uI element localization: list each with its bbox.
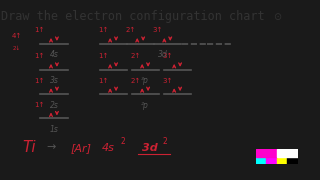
- Text: 2: 2: [163, 137, 167, 146]
- Text: 2: 2: [121, 137, 125, 146]
- Text: →: →: [47, 143, 56, 153]
- Text: 1↑: 1↑: [98, 27, 108, 33]
- Text: ³p: ³p: [141, 76, 149, 85]
- Text: 1↑: 1↑: [34, 102, 44, 108]
- Text: 4s: 4s: [50, 50, 58, 59]
- Text: Ti: Ti: [22, 140, 36, 155]
- Bar: [256, 157, 266, 164]
- Text: 3↑: 3↑: [162, 53, 172, 59]
- Bar: [277, 149, 298, 157]
- Text: 2s: 2s: [50, 101, 58, 110]
- Text: 3d: 3d: [142, 143, 158, 153]
- Text: 1↑: 1↑: [34, 78, 44, 84]
- Text: 1↑: 1↑: [34, 53, 44, 59]
- Text: [Ar]: [Ar]: [70, 143, 92, 153]
- Text: ²p: ²p: [141, 101, 149, 110]
- Text: 4↑: 4↑: [12, 33, 22, 39]
- Text: 3↑: 3↑: [162, 78, 172, 84]
- Text: 2↓: 2↓: [13, 46, 21, 51]
- Text: 4s: 4s: [102, 143, 115, 153]
- Text: 1↑: 1↑: [98, 53, 108, 59]
- Text: 1↑: 1↑: [34, 27, 44, 33]
- Bar: [287, 157, 298, 164]
- Text: 2↑: 2↑: [130, 53, 140, 59]
- Text: 2↑: 2↑: [125, 27, 135, 33]
- Text: 2↑: 2↑: [130, 78, 140, 84]
- Bar: [256, 149, 277, 157]
- Bar: [277, 157, 287, 164]
- Text: 1↑: 1↑: [98, 78, 108, 84]
- Text: 3d: 3d: [157, 50, 167, 59]
- Text: 1s: 1s: [50, 125, 58, 134]
- Bar: [266, 157, 277, 164]
- Text: 3s: 3s: [50, 76, 58, 85]
- Text: 3↑: 3↑: [152, 27, 163, 33]
- Text: ⊙: ⊙: [273, 12, 281, 22]
- Text: Draw the electron configuration chart: Draw the electron configuration chart: [1, 10, 265, 23]
